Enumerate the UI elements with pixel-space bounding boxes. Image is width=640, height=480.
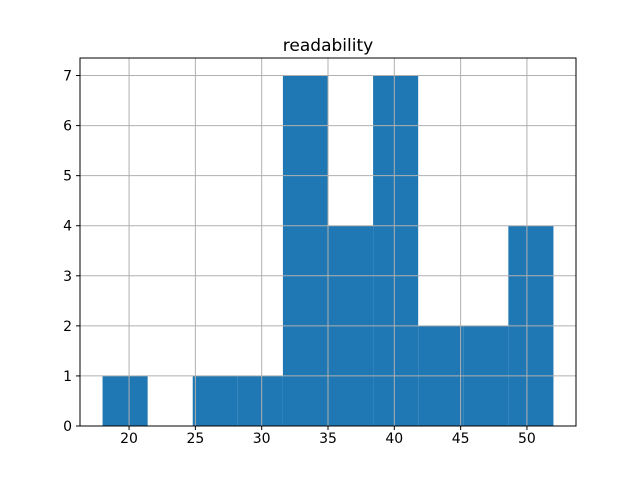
histogram-bar: [237, 375, 283, 426]
histogram-bar: [373, 75, 419, 427]
y-tick-label: 3: [63, 269, 72, 285]
y-tick-label: 0: [63, 419, 72, 435]
y-tick-label: 5: [63, 169, 72, 185]
grid-layer: [80, 58, 576, 427]
y-tick-label: 2: [63, 319, 72, 335]
x-tick-label: 30: [253, 431, 271, 447]
chart-title: readability: [283, 36, 373, 56]
x-tick-label: 40: [385, 431, 403, 447]
y-tick-label: 6: [63, 119, 72, 135]
x-tick-label: 50: [518, 431, 536, 447]
x-tick-label: 20: [120, 431, 138, 447]
histogram-bar: [282, 75, 328, 427]
x-tick-label: 35: [319, 431, 337, 447]
y-tick-label: 7: [63, 69, 72, 85]
x-tick-label: 25: [186, 431, 204, 447]
histogram-bar: [102, 375, 148, 426]
x-tick-label: 45: [452, 431, 470, 447]
histogram-bar: [192, 375, 238, 426]
y-tick-label: 1: [63, 369, 72, 385]
y-tick-label: 4: [63, 219, 72, 235]
